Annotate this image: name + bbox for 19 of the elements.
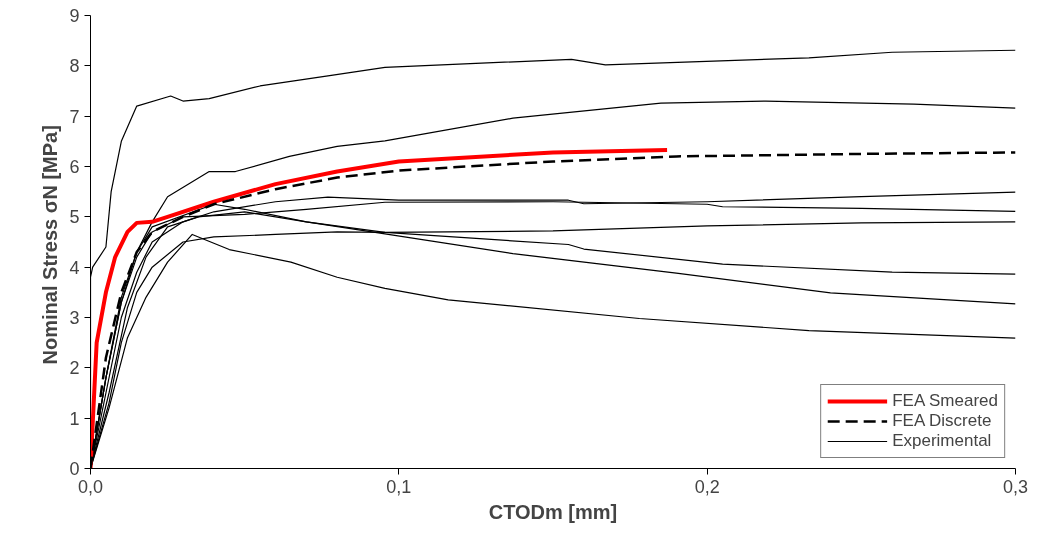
y-tick-label: 6 [69,157,80,177]
y-tick-label: 8 [69,56,80,77]
x-tick-label: 0,3 [1002,476,1029,497]
y-tick-label: 9 [69,6,80,26]
legend-label: Experimental [892,431,992,451]
y-tick-label: 5 [69,207,80,228]
y-tick-label: 3 [69,308,80,328]
legend-label: FEA Smeared [892,391,998,411]
y-tick-label: 7 [69,106,80,127]
x-axis-title: CTODm [mm] [488,500,618,523]
y-tick-label: 2 [69,358,80,379]
x-tick-label: 0,2 [694,476,720,497]
legend-label: FEA Discrete [892,411,992,431]
x-tick-label: 0,1 [386,476,412,497]
y-tick-label: 0 [69,459,80,479]
x-tick-label: 0,0 [77,476,104,497]
y-tick-label: 4 [69,257,80,278]
y-tick-label: 1 [69,408,80,429]
y-axis-title: Nominal Stress σN [MPa] [39,125,62,365]
